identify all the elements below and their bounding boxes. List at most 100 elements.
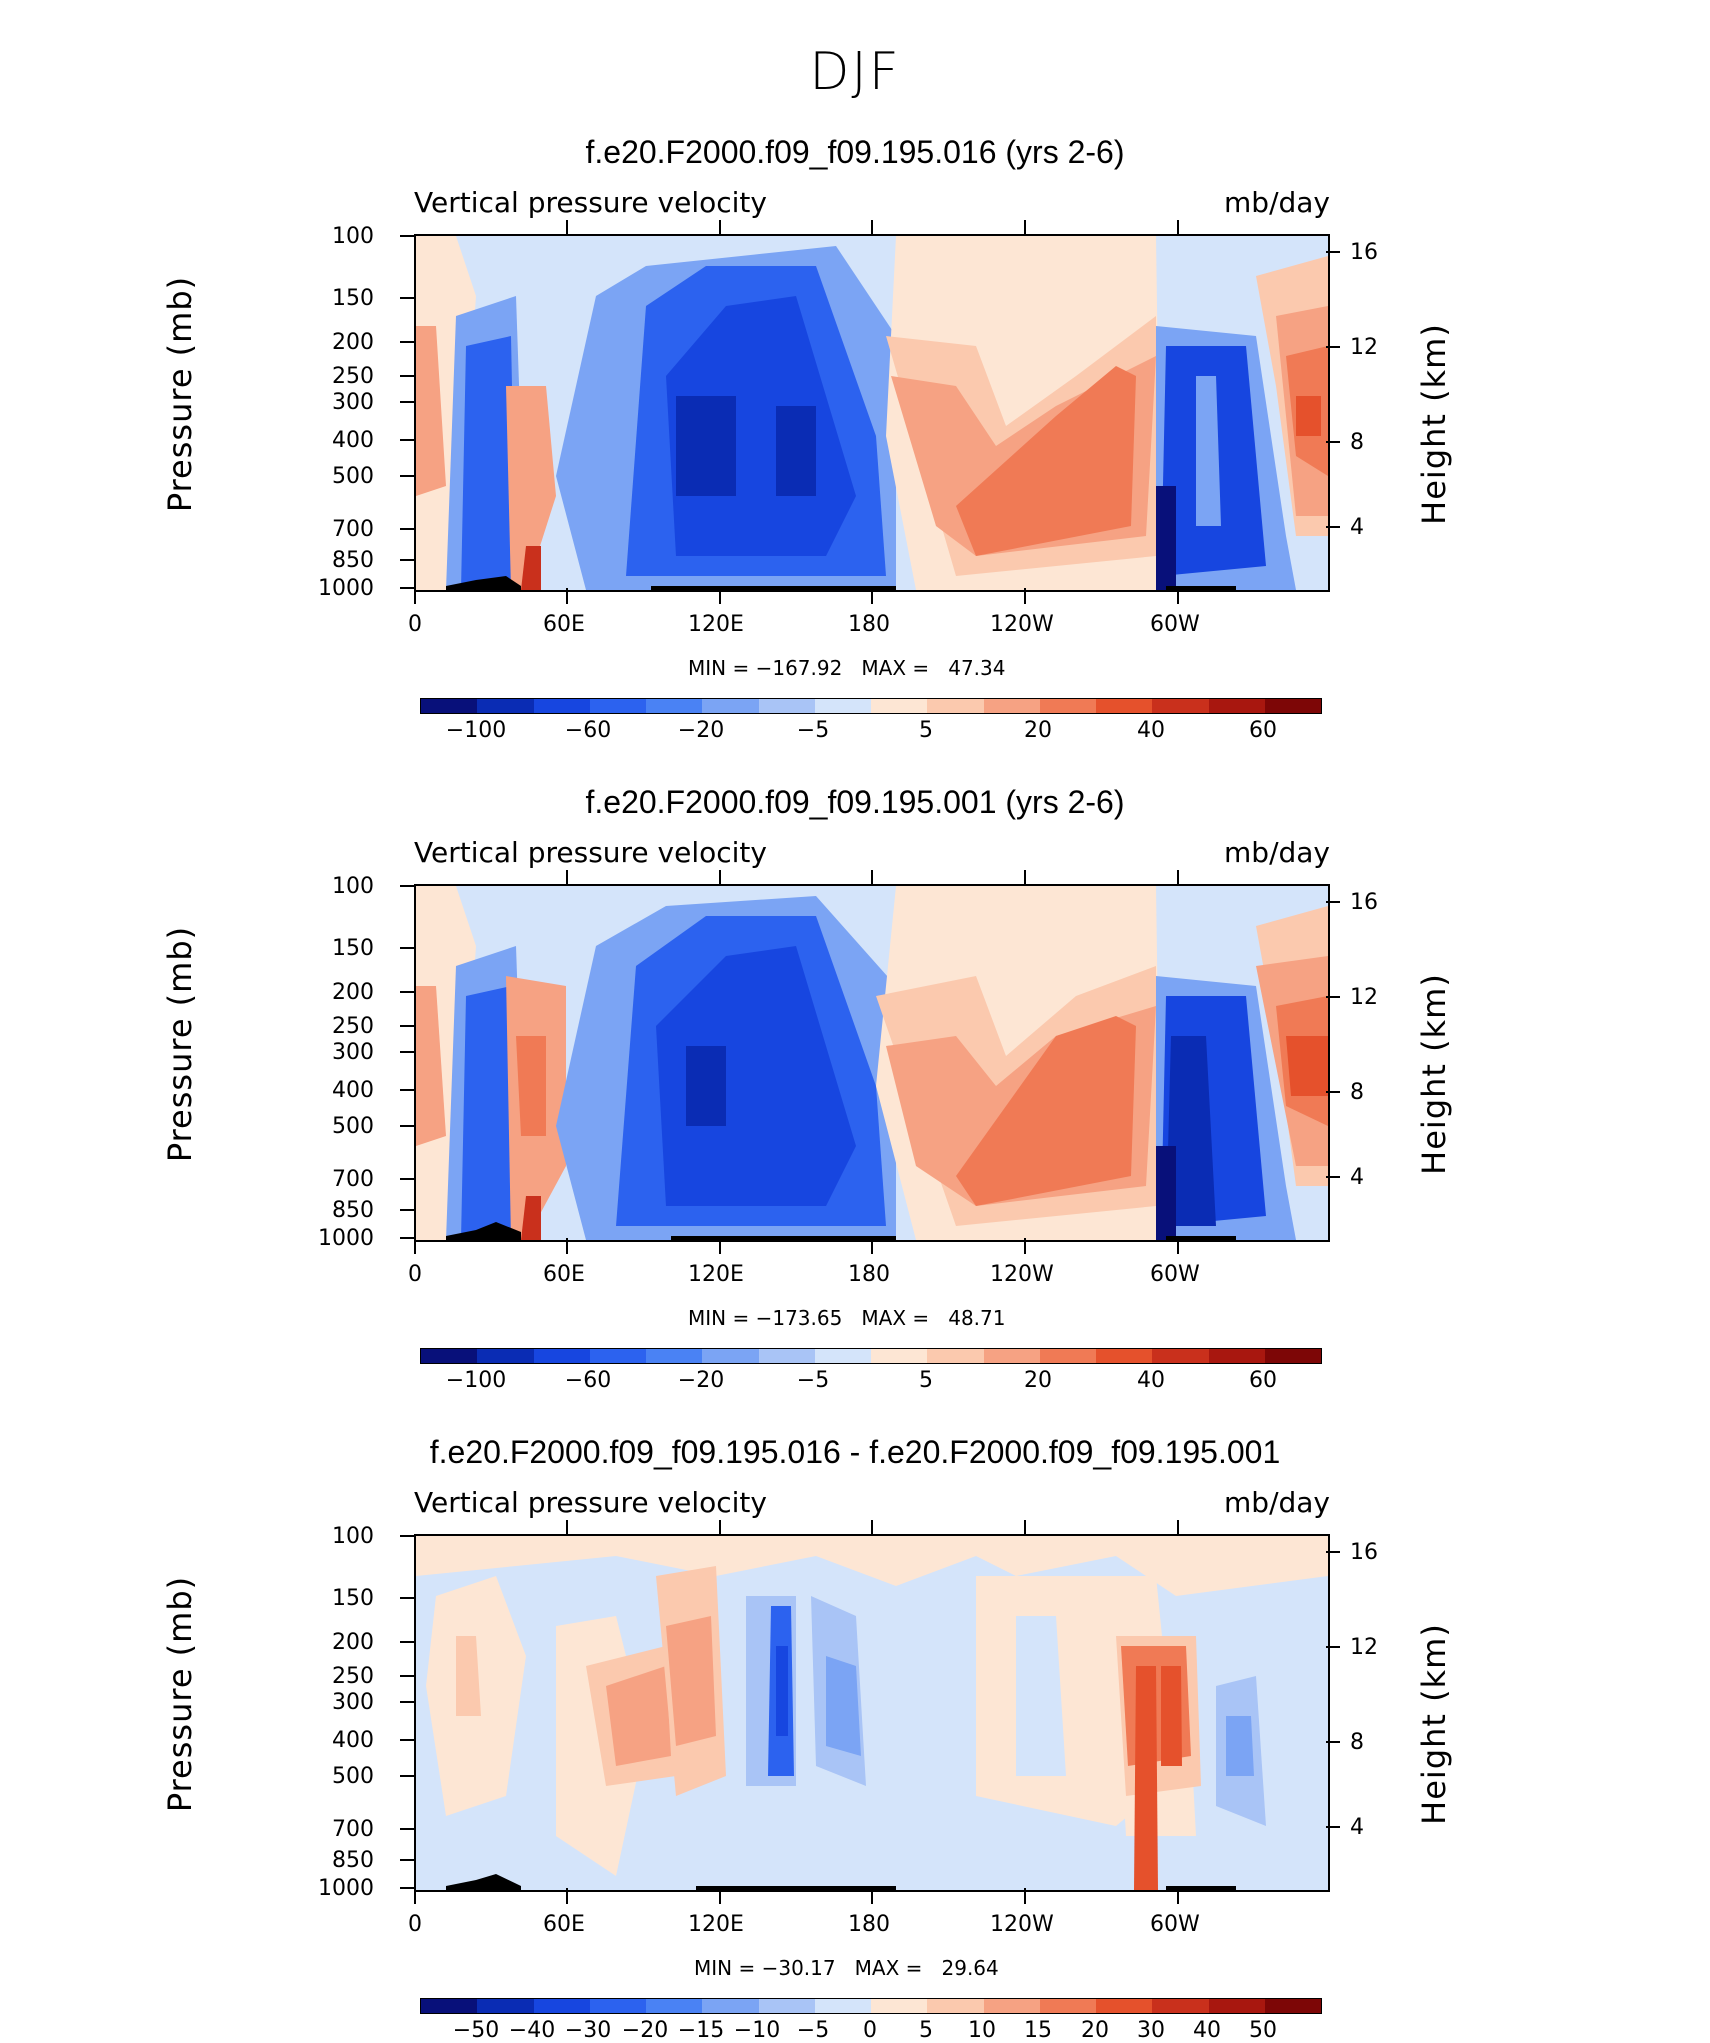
y-tick-label: 500 [332,464,374,489]
panel-title: f.e20.F2000.f09_f09.195.001 (yrs 2-6) [585,784,1125,820]
colorbar-label: −60 [564,718,612,743]
panel-title: f.e20.F2000.f09_f09.195.016 - f.e20.F200… [429,1434,1281,1470]
colorbar-swatch [702,1999,759,2013]
y-tick-label: 850 [332,548,374,573]
y-axis-label-left: Pressure (mb) [161,1575,199,1813]
colorbar-swatch [477,1999,534,2013]
units-label: mb/day [1224,836,1330,869]
y-right-tick-label: 12 [1350,1635,1378,1660]
variable-label: Vertical pressure velocity [414,836,767,869]
colorbar [420,698,1322,714]
colorbar-label: −100 [445,1368,507,1393]
y-tick-label: 850 [332,1848,374,1873]
contour-plot [414,1534,1330,1892]
colorbar-swatch [477,1349,534,1363]
colorbar-label: 10 [968,2018,996,2043]
x-tick-label: 120E [688,612,744,637]
contour-plot [414,884,1330,1242]
colorbar-swatch [646,1999,703,2013]
y-axis-label-right: Height (km) [1415,323,1453,525]
y-tick-label: 200 [332,980,374,1005]
colorbar-label: −100 [445,718,507,743]
x-tick-label: 120W [990,1912,1054,1937]
colorbar-swatch [477,699,534,713]
y-tick-label: 100 [332,874,374,899]
variable-label: Vertical pressure velocity [414,1486,767,1519]
colorbar-swatch [927,1999,984,2013]
colorbar-swatch [589,1349,646,1363]
colorbar-label: 60 [1249,1368,1277,1393]
colorbar-swatch [702,699,759,713]
colorbar-label: −30 [564,2018,612,2043]
x-tick-label: 60E [543,1262,585,1287]
y-right-tick-label: 8 [1350,1080,1364,1105]
y-right-tick-label: 16 [1350,1540,1378,1565]
colorbar-label: −15 [677,2018,725,2043]
colorbar-label: 40 [1193,2018,1221,2043]
colorbar-swatch [814,1349,871,1363]
x-tick-label: 180 [848,1262,890,1287]
colorbar-swatch [871,1349,928,1363]
colorbar-swatch [871,1999,928,2013]
colorbar-label: 5 [919,1368,933,1393]
y-tick-label: 250 [332,364,374,389]
colorbar-swatch [1039,699,1096,713]
y-tick-label: 250 [332,1664,374,1689]
x-tick-label: 60E [543,612,585,637]
colorbar-swatch [1208,1349,1265,1363]
colorbar-swatch [1039,1349,1096,1363]
colorbar-swatch [421,699,478,713]
colorbar-label: −60 [564,1368,612,1393]
y-tick-label: 700 [332,1817,374,1842]
x-tick-label: 120W [990,1262,1054,1287]
y-tick-label: 150 [332,286,374,311]
colorbar-swatch [421,1349,478,1363]
colorbar-label: −5 [796,1368,830,1393]
min-max-label: MIN = −167.92 MAX = 47.34 [688,656,1006,680]
colorbar-swatch [758,1999,815,2013]
x-tick-label: 0 [408,1262,422,1287]
x-tick-label: 0 [408,612,422,637]
y-tick-label: 500 [332,1764,374,1789]
colorbar-swatch [758,699,815,713]
colorbar-label: −5 [796,718,830,743]
contour-plot [414,234,1330,592]
panel-title: f.e20.F2000.f09_f09.195.016 (yrs 2-6) [585,134,1125,170]
colorbar [420,1348,1322,1364]
colorbar-swatch [421,1999,478,2013]
colorbar-label: 5 [919,718,933,743]
colorbar-swatch [1208,699,1265,713]
x-tick-label: 120E [688,1912,744,1937]
y-tick-label: 400 [332,1728,374,1753]
y-right-tick-label: 4 [1350,515,1364,540]
contour-field [416,1536,1328,1890]
colorbar-label: −5 [796,2018,830,2043]
y-tick-label: 300 [332,1690,374,1715]
axis-lines [400,870,1340,1254]
colorbar-swatch [646,1349,703,1363]
y-right-tick-label: 12 [1350,985,1378,1010]
y-tick-label: 850 [332,1198,374,1223]
colorbar-label: 20 [1024,1368,1052,1393]
x-tick-label: 180 [848,1912,890,1937]
x-tick-label: 60W [1150,1262,1200,1287]
colorbar-swatch [589,699,646,713]
colorbar-swatch [758,1349,815,1363]
colorbar-label: 20 [1081,2018,1109,2043]
colorbar-swatch [1152,1349,1209,1363]
y-axis-label-left: Pressure (mb) [161,925,199,1163]
colorbar-swatch [1096,1349,1153,1363]
y-tick-label: 150 [332,1586,374,1611]
y-tick-label: 500 [332,1114,374,1139]
y-right-tick-label: 4 [1350,1815,1364,1840]
axis-lines [400,1520,1340,1904]
y-right-tick-label: 16 [1350,240,1378,265]
figure-title: DJF [809,42,901,102]
colorbar-swatch [1152,699,1209,713]
y-tick-label: 400 [332,1078,374,1103]
x-tick-label: 120E [688,1262,744,1287]
y-axis-label-right: Height (km) [1415,973,1453,1175]
colorbar-swatch [1208,1999,1265,2013]
y-right-tick-label: 8 [1350,430,1364,455]
colorbar-label: 20 [1024,718,1052,743]
